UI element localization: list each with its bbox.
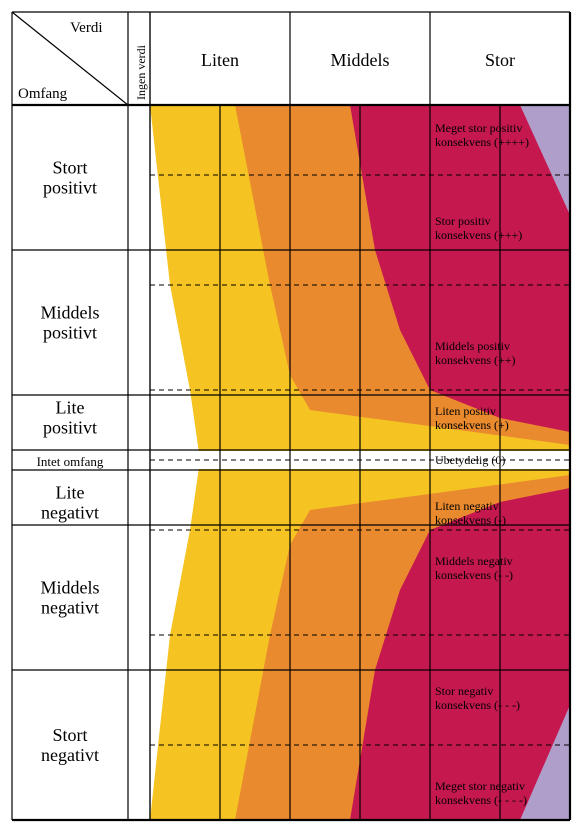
annotation: konsekvens (-) (435, 513, 506, 527)
row-label: Middels (40, 303, 99, 323)
annotation: konsekvens (+) (435, 418, 509, 432)
annotation: Ubetydelig (0) (435, 453, 505, 467)
annotation: Liten negativ (435, 499, 499, 513)
annotation: Meget stor negativ (435, 779, 525, 793)
row-label: negativt (41, 745, 99, 765)
annotation: konsekvens (++) (435, 353, 516, 367)
row-label: positivt (43, 178, 97, 198)
row-label: positivt (43, 418, 97, 438)
row-label: Stort (52, 158, 87, 178)
annotation: Meget stor positiv (435, 121, 522, 135)
col-header: Liten (201, 50, 239, 70)
row-label: Lite (56, 398, 85, 418)
header-verdi: Verdi (70, 20, 103, 36)
row-label: negativt (41, 503, 99, 523)
row-label: Middels (40, 578, 99, 598)
header-omfang: Omfang (18, 86, 68, 102)
annotation: konsekvens (- - - -) (435, 793, 527, 807)
row-label: Intet omfang (37, 454, 104, 469)
annotation: konsekvens (- -) (435, 568, 513, 582)
annotation: konsekvens (+++) (435, 228, 522, 242)
annotation: Liten positiv (435, 404, 496, 418)
row-label: Lite (56, 483, 85, 503)
consequence-matrix: Verdi Omfang Ingen verdi Liten Middels Stor St… (0, 0, 579, 830)
annotation: Middels negativ (435, 554, 513, 568)
annotation: Middels positiv (435, 339, 510, 353)
col-header: Stor (485, 50, 515, 70)
row-label: positivt (43, 323, 97, 343)
annotation: konsekvens (- - -) (435, 698, 520, 712)
annotation: konsekvens (++++) (435, 135, 529, 149)
annotation: Stor negativ (435, 684, 493, 698)
col-header: Middels (330, 50, 389, 70)
row-label: Stort (52, 725, 87, 745)
row-label: negativt (41, 598, 99, 618)
header-ingen-verdi: Ingen verdi (134, 44, 148, 100)
annotation: Stor positiv (435, 214, 491, 228)
